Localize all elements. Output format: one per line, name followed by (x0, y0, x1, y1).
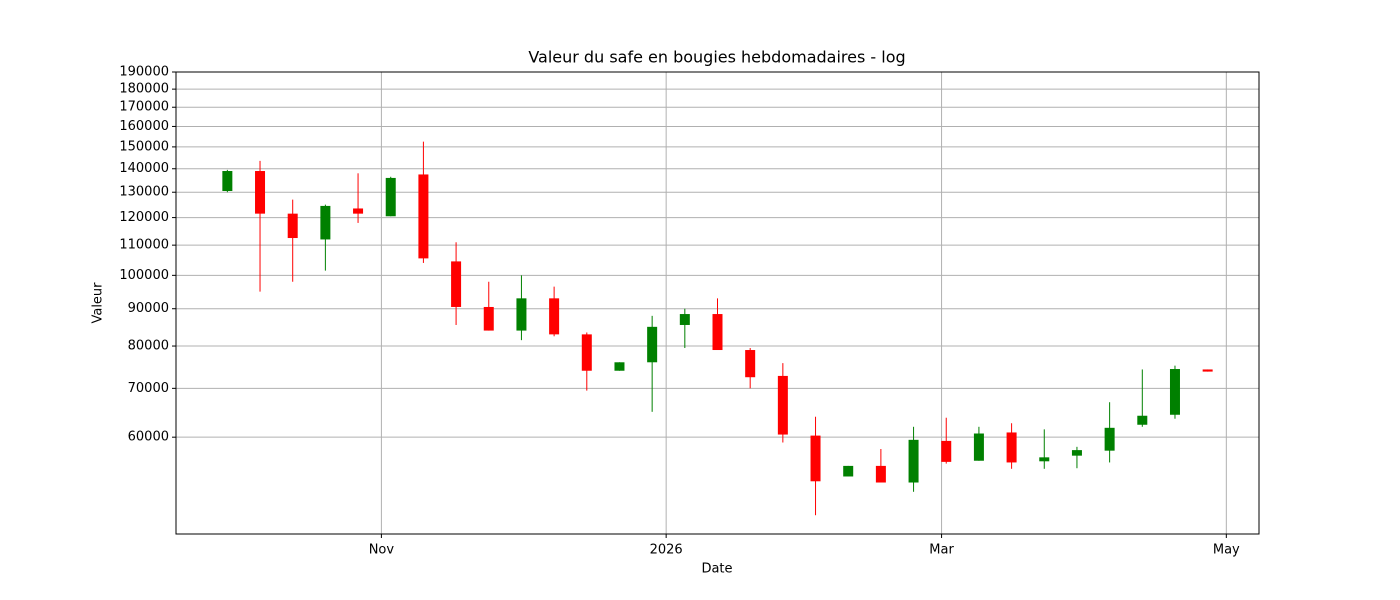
candle-body (222, 171, 233, 192)
y-tick-label: 60000 (128, 430, 169, 445)
y-tick-label: 180000 (119, 82, 169, 97)
chart-title: Valeur du safe en bougies hebdomadaires … (528, 48, 905, 67)
candle-body (1104, 427, 1115, 451)
y-tick-label: 140000 (119, 161, 169, 176)
y-axis-label: Valeur (91, 282, 106, 324)
candle-body (418, 174, 429, 259)
candle-body (777, 375, 788, 435)
candle-body (353, 208, 364, 214)
candle-body (679, 314, 690, 325)
x-tick-label: Mar (929, 543, 954, 558)
candle-body (875, 465, 886, 483)
x-tick-label: Nov (369, 543, 395, 558)
y-tick-label: 170000 (119, 100, 169, 115)
candle-body (516, 298, 527, 331)
candle-body (581, 334, 592, 371)
candle-body (745, 350, 756, 378)
candle-body (1071, 450, 1082, 456)
x-axis-label: Date (701, 562, 732, 577)
candle-body (255, 171, 266, 214)
candle-body (385, 177, 396, 217)
candle-body (1169, 369, 1180, 415)
y-tick-label: 90000 (128, 301, 169, 316)
candle-body (712, 314, 723, 351)
y-tick-label: 130000 (119, 185, 169, 200)
candle-body (320, 205, 331, 240)
candle-body (1202, 369, 1213, 372)
candle-body (451, 261, 462, 307)
candle-body (1137, 415, 1148, 425)
y-tick-label: 110000 (119, 238, 169, 253)
candle-body (647, 326, 658, 363)
candle-body (1006, 432, 1017, 463)
y-tick-label: 70000 (128, 381, 169, 396)
candle-body (810, 435, 821, 482)
candle-body (287, 213, 298, 239)
x-tick-label: 2026 (650, 543, 683, 558)
candle-body (843, 465, 854, 477)
x-tick-label: May (1213, 543, 1240, 558)
plot-frame (175, 71, 1260, 535)
candle-body (483, 306, 494, 331)
y-tick-label: 120000 (119, 210, 169, 225)
y-tick-label: 150000 (119, 139, 169, 154)
y-tick-label: 80000 (128, 339, 169, 354)
candle-body (973, 433, 984, 461)
y-tick-label: 160000 (119, 119, 169, 134)
candle-body (908, 439, 919, 483)
y-tick-label: 100000 (119, 268, 169, 283)
candle-body (1039, 457, 1050, 462)
candle-body (941, 440, 952, 462)
candle-body (549, 298, 560, 335)
y-tick-label: 190000 (119, 65, 169, 80)
candle-body (614, 362, 625, 371)
